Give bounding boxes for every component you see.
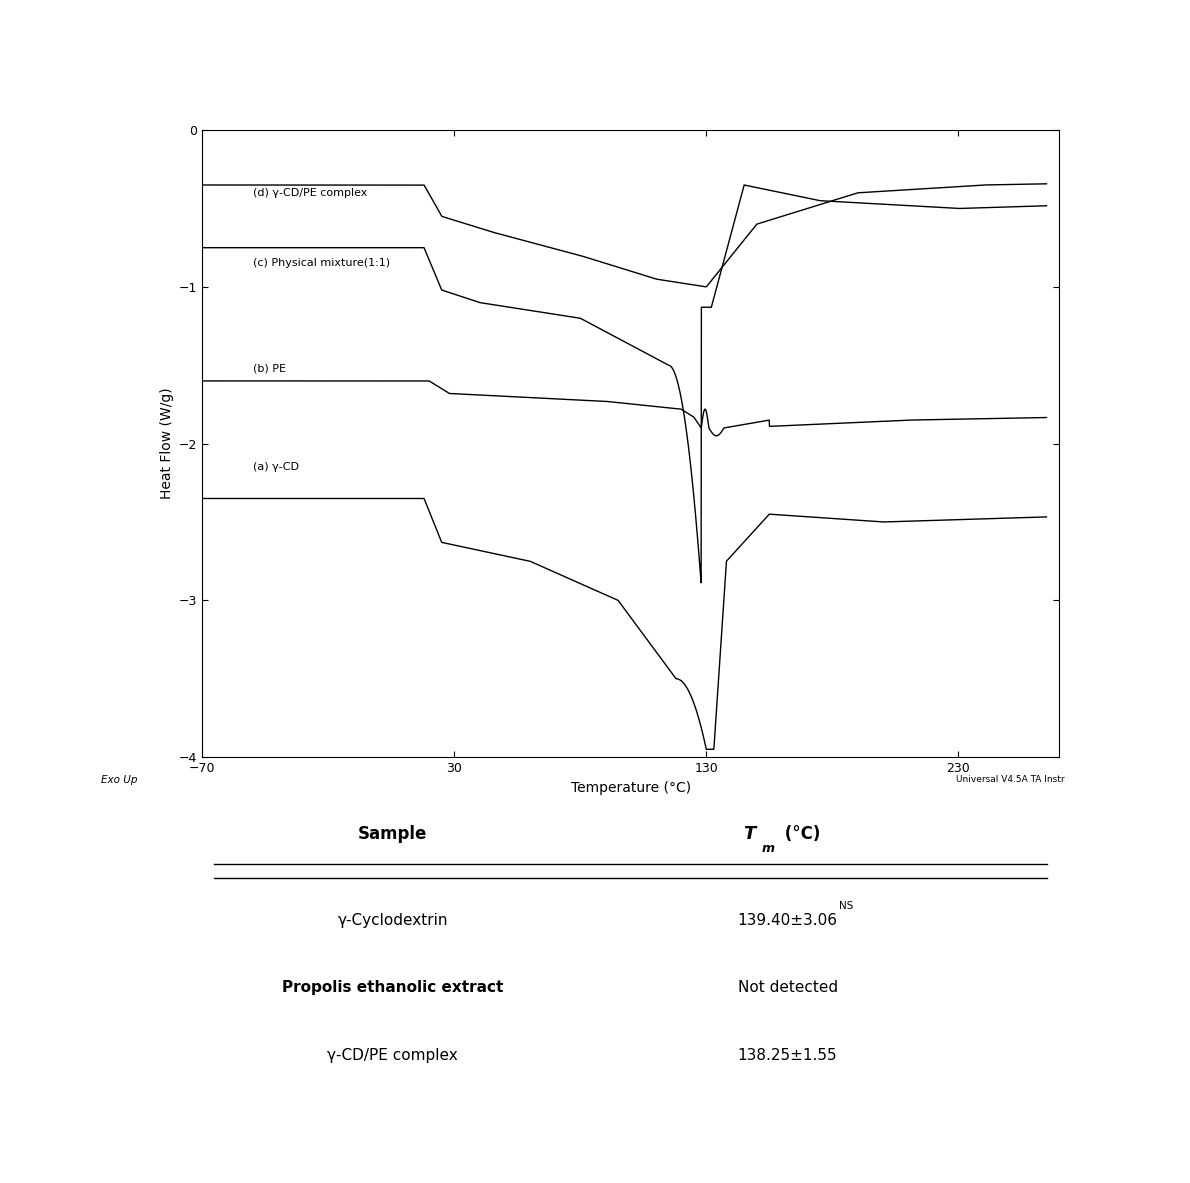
- Text: Not detected: Not detected: [738, 981, 838, 995]
- Text: Universal V4.5A TA Instr: Universal V4.5A TA Instr: [957, 775, 1065, 784]
- Text: γ-CD/PE complex: γ-CD/PE complex: [327, 1048, 458, 1062]
- Text: (a) γ-CD: (a) γ-CD: [252, 463, 299, 472]
- Text: (c) Physical mixture(1:1): (c) Physical mixture(1:1): [252, 258, 390, 269]
- Text: (d) γ-CD/PE complex: (d) γ-CD/PE complex: [252, 188, 367, 198]
- X-axis label: Temperature (°C): Temperature (°C): [571, 781, 690, 795]
- Text: γ-Cyclodextrin: γ-Cyclodextrin: [338, 913, 447, 927]
- Text: Propolis ethanolic extract: Propolis ethanolic extract: [282, 981, 503, 995]
- Text: Sample: Sample: [358, 825, 427, 843]
- Text: (°C): (°C): [779, 825, 821, 843]
- Text: Exo Up: Exo Up: [101, 775, 138, 784]
- Y-axis label: Heat Flow (W/g): Heat Flow (W/g): [159, 388, 174, 499]
- Text: 139.40±3.06: 139.40±3.06: [738, 913, 838, 927]
- Text: (b) PE: (b) PE: [252, 363, 286, 374]
- Text: T: T: [744, 825, 756, 843]
- Text: 138.25±1.55: 138.25±1.55: [738, 1048, 838, 1062]
- Text: m: m: [762, 842, 775, 854]
- Text: NS: NS: [839, 901, 853, 911]
